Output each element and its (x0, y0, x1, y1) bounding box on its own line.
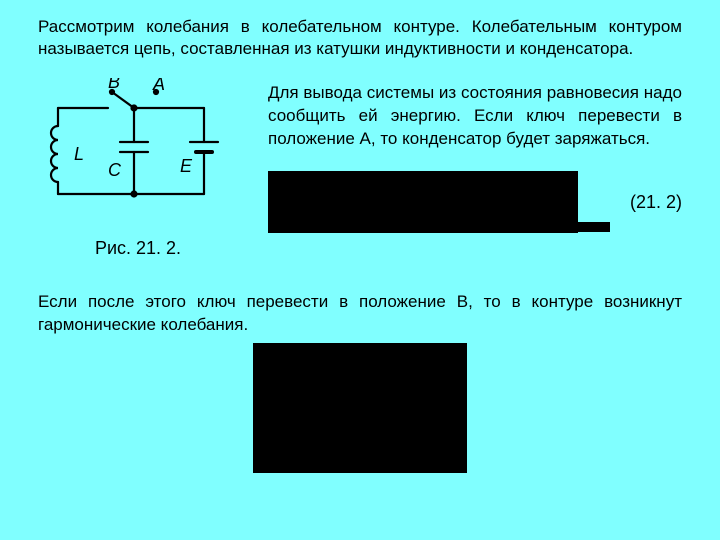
redacted-wrap (38, 343, 682, 473)
label-l: L (74, 144, 84, 164)
redacted-equation-1-tail (578, 222, 610, 232)
equation-row: (21. 2) (268, 171, 682, 233)
label-b: B (108, 78, 120, 92)
redacted-block-2 (253, 343, 467, 473)
label-a: A (152, 78, 165, 94)
figure-row: B A L C E Рис. 21. 2. Для вывода системы… (38, 78, 682, 259)
redacted-equation-1 (268, 171, 578, 233)
label-c: C (108, 160, 122, 180)
right-paragraph: Для вывода системы из состояния равновес… (268, 82, 682, 151)
label-e: E (180, 156, 193, 176)
right-column: Для вывода системы из состояния равновес… (268, 78, 682, 233)
after-paragraph: Если после этого ключ перевести в положе… (38, 291, 682, 337)
circuit-figure: B A L C E (38, 78, 228, 208)
circuit-svg: B A L C E (38, 78, 228, 208)
intro-text: Рассмотрим колебания в колебательном кон… (38, 16, 682, 60)
figure-caption: Рис. 21. 2. (38, 238, 238, 259)
equation-number: (21. 2) (630, 192, 682, 213)
figure-column: B A L C E Рис. 21. 2. (38, 78, 238, 259)
